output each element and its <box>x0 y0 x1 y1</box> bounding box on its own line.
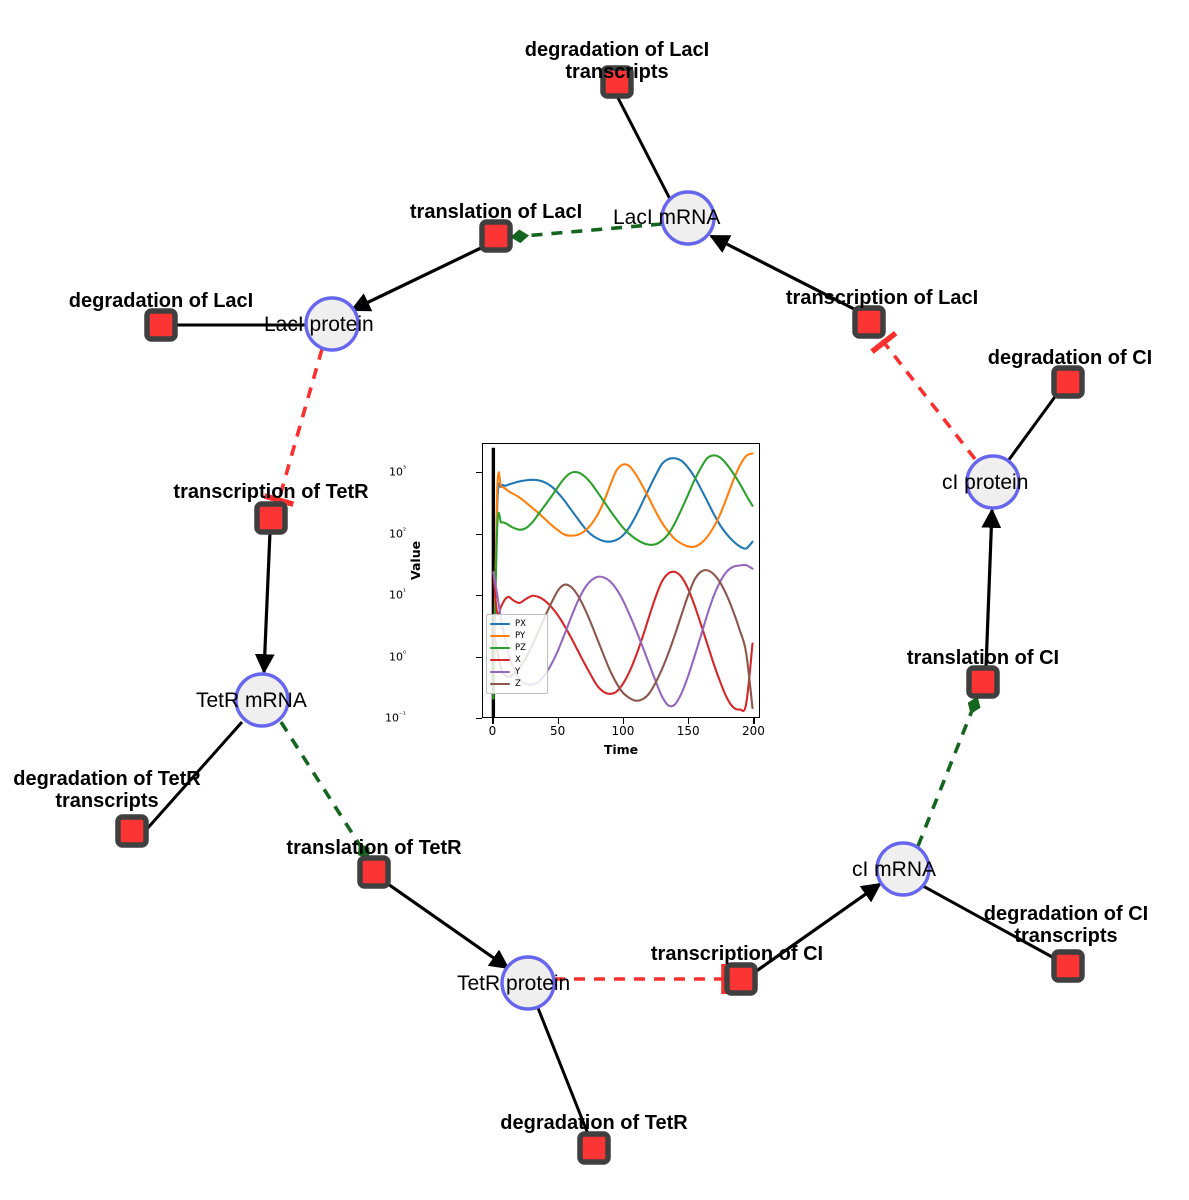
node-layer <box>115 65 1085 1165</box>
edge-arrow <box>709 234 857 312</box>
edge-arrow <box>350 245 484 312</box>
reaction-node-deg_tetr[interactable] <box>577 1131 611 1165</box>
edge-arrow <box>254 531 275 674</box>
chart-xtick-mark-3 <box>688 718 690 724</box>
edge-arrow <box>981 508 1002 669</box>
species-node-laci_protein[interactable] <box>304 296 360 352</box>
chart-ytick-mark-3 <box>476 533 482 535</box>
edge-plain <box>536 1007 590 1135</box>
chart-series-PY <box>492 452 754 700</box>
chart-ytick-1: 10⁰ <box>388 648 406 664</box>
chart-ytick-mark-0 <box>476 718 482 720</box>
chart-xtick-mark-0 <box>492 718 494 724</box>
edge-modifier <box>510 222 663 244</box>
chart-legend: PX PY PZ X Y Z <box>486 614 548 694</box>
chart-xtick-mark-2 <box>622 718 625 724</box>
reaction-node-deg_tetr_transcripts[interactable] <box>115 814 149 848</box>
legend-label-PY: PY <box>515 630 526 641</box>
legend-item-Z: Z <box>490 678 543 690</box>
legend-label-PX: PX <box>515 618 526 629</box>
edge-plain <box>144 721 244 831</box>
species-node-tetr_mrna[interactable] <box>234 672 290 728</box>
edge-inhibitor <box>263 348 324 507</box>
legend-item-PX: PX <box>490 618 543 630</box>
legend-item-Y: Y <box>490 666 543 678</box>
chart-y-axis-label: Value <box>408 540 423 580</box>
chart-xtick-1: 50 <box>550 724 566 738</box>
chart-ytick-4: 10³ <box>388 464 406 479</box>
legend-label-PZ: PZ <box>515 642 526 653</box>
chart-ytick-3: 10² <box>388 525 406 541</box>
edge-plain <box>922 884 1055 960</box>
legend-swatch-Y <box>490 670 510 674</box>
reaction-node-translation_tetr[interactable] <box>357 855 391 889</box>
legend-swatch-PX <box>490 622 510 626</box>
species-node-tetr_protein[interactable] <box>500 955 556 1011</box>
species-node-ci_mrna[interactable] <box>875 841 931 897</box>
legend-item-X: X <box>490 654 543 666</box>
species-node-ci_protein[interactable] <box>965 454 1021 510</box>
edge-modifier <box>279 721 370 860</box>
chart-xtick-mark-1 <box>557 718 559 724</box>
reaction-node-deg_ci[interactable] <box>1051 365 1085 399</box>
chart-xtick-4: 200 <box>742 724 765 738</box>
chart-series-X <box>492 570 754 712</box>
reaction-node-translation_laci[interactable] <box>479 219 513 253</box>
timeseries-inset-chart: Value 10⁻¹ 10⁰ 10¹ 10² 10³ 0 50 100 150 200 Time… <box>385 432 780 762</box>
chart-ytick-mark-4 <box>476 472 482 474</box>
edge-layer <box>144 95 1059 1135</box>
chart-xtick-3: 150 <box>676 724 700 738</box>
edge-inhibitor <box>870 330 977 461</box>
legend-label-Z: Z <box>515 678 521 689</box>
chart-xtick-2: 100 <box>611 724 635 738</box>
legend-swatch-PZ <box>490 646 510 650</box>
chart-ytick-mark-1 <box>476 656 482 658</box>
chart-ytick-2: 10¹ <box>388 587 406 602</box>
legend-swatch-X <box>490 658 510 662</box>
legend-item-PZ: PZ <box>490 642 543 654</box>
chart-ytick-0: 10⁻¹ <box>385 710 406 725</box>
legend-swatch-Z <box>490 682 510 686</box>
legend-item-PY: PY <box>490 630 543 642</box>
reaction-node-transcription_laci[interactable] <box>852 305 886 339</box>
reaction-node-translation_ci[interactable] <box>966 665 1000 699</box>
edge-arrow <box>754 882 882 974</box>
edge-plain <box>615 95 674 204</box>
edge-arrow <box>387 882 510 970</box>
legend-label-X: X <box>515 654 521 665</box>
reaction-node-transcription_tetr[interactable] <box>254 501 288 535</box>
reaction-node-deg_laci[interactable] <box>144 308 178 342</box>
legend-swatch-PY <box>490 634 510 638</box>
chart-ytick-mark-2 <box>476 595 482 597</box>
reaction-node-deg_ci_transcripts[interactable] <box>1051 949 1085 983</box>
chart-x-axis-label: Time <box>603 742 639 757</box>
chart-series-PX <box>492 457 754 700</box>
chart-xtick-mark-4 <box>753 718 755 724</box>
reaction-node-deg_laci_transcripts[interactable] <box>600 65 634 99</box>
species-node-laci_mrna[interactable] <box>660 190 716 246</box>
edge-modifier <box>916 696 981 847</box>
chart-xtick-0: 0 <box>488 724 497 738</box>
legend-label-Y: Y <box>515 666 521 677</box>
edge-plain <box>1006 393 1059 462</box>
chart-series-PZ <box>492 454 754 700</box>
reaction-node-transcription_ci[interactable] <box>724 962 758 996</box>
